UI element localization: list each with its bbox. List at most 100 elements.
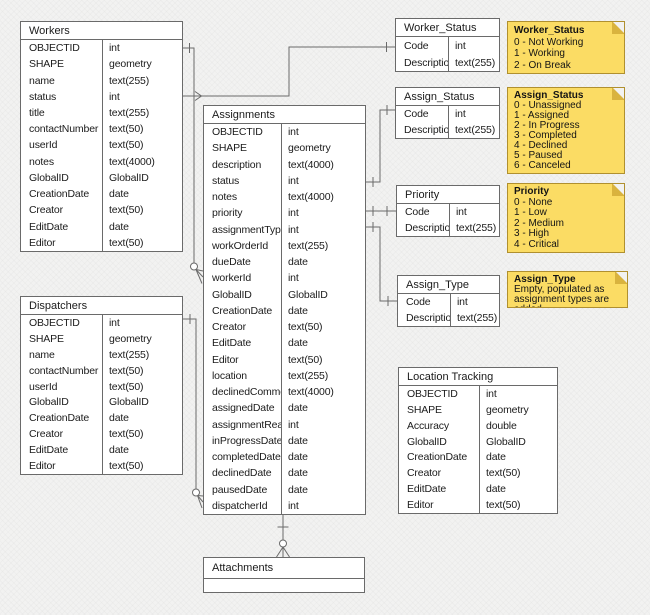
field-type: int	[288, 418, 299, 431]
entity-title-workers: Workers	[29, 24, 70, 37]
sticky-note-assign-status[interactable]: Assign_Status 0 - Unassigned 1 - Assigned 2…	[507, 87, 625, 174]
field-row: OBJECTID int	[204, 124, 365, 140]
connector-assignments-priority-to-priority-code[interactable]	[366, 206, 396, 216]
field-name: assignedDate	[212, 402, 275, 415]
field-row: Editor text(50)	[399, 497, 557, 513]
field-type: text(50)	[288, 321, 323, 334]
field-type: geometry	[109, 58, 152, 71]
field-row: userId text(50)	[21, 379, 182, 395]
field-type: text(255)	[109, 348, 150, 361]
field-type: int	[288, 174, 299, 187]
field-name: title	[29, 106, 45, 119]
connector-line	[183, 319, 196, 489]
entity-table-assign-status[interactable]: Assign_Status Code int Description text(255)	[395, 87, 500, 139]
field-name: pausedDate	[212, 483, 268, 496]
field-name: Accuracy	[407, 419, 449, 432]
field-name: notes	[212, 191, 237, 204]
field-row: priority int	[204, 205, 365, 221]
field-row: Editor text(50)	[204, 352, 365, 368]
field-name: Creator	[29, 428, 63, 441]
note-line: 1 - Low	[514, 207, 547, 218]
field-row: Editor text(50)	[21, 458, 182, 474]
field-type: text(255)	[456, 222, 497, 234]
field-name: GlobalID	[29, 396, 69, 409]
field-row: pausedDate date	[204, 482, 365, 498]
field-type: date	[486, 451, 506, 464]
field-row: declinedDate date	[204, 465, 365, 481]
field-type: int	[288, 499, 299, 512]
field-row: CreationDate date	[21, 410, 182, 426]
entity-table-assign-type[interactable]: Assign_Type Code int Description text(255)	[397, 275, 500, 327]
field-row: assignmentType int	[204, 222, 365, 238]
field-type: date	[288, 337, 308, 350]
field-row: Creator text(50)	[399, 465, 557, 481]
field-name: Editor	[29, 236, 56, 249]
folded-corner-icon	[615, 272, 627, 284]
sticky-note-worker-status[interactable]: Worker_Status 0 - Not Working 1 - Working 2…	[507, 21, 625, 74]
field-name: Code	[406, 296, 431, 308]
field-row: notes text(4000)	[21, 154, 182, 170]
sticky-note-assign-type[interactable]: Assign_Type Empty, populated as assignment…	[507, 271, 628, 308]
field-name: GlobalID	[212, 288, 252, 301]
entity-table-priority[interactable]: Priority Code int Description text(255)	[396, 185, 500, 237]
field-name: CreationDate	[29, 412, 90, 425]
field-type: int	[109, 90, 120, 103]
field-row: name text(255)	[21, 347, 182, 363]
entity-title-assignments: Assignments	[212, 108, 275, 121]
connector-assignments-type-to-assign-type-code[interactable]	[366, 222, 397, 306]
field-name: Description	[406, 312, 450, 324]
field-type: int	[288, 223, 299, 236]
field-type: geometry	[486, 403, 529, 416]
field-name: SHAPE	[29, 332, 64, 345]
field-type: int	[288, 126, 299, 139]
entity-table-attachments[interactable]: Attachments	[203, 557, 365, 593]
note-title: Assign_Type	[514, 274, 576, 285]
connector-assignments-status-to-assign-status-code[interactable]	[366, 105, 395, 187]
field-name: OBJECTID	[29, 42, 80, 55]
field-name: declinedComment	[212, 386, 281, 399]
field-type: GlobalID	[486, 435, 526, 448]
field-type: date	[288, 467, 308, 480]
entity-table-workers[interactable]: Workers OBJECTID int SHAPE geometry name text(…	[20, 21, 183, 252]
field-row: OBJECTID int	[21, 40, 182, 56]
note-title: Worker_Status	[514, 25, 585, 36]
entity-table-dispatchers[interactable]: Dispatchers OBJECTID int SHAPE geometry name t…	[20, 296, 183, 475]
entity-table-location-tracking[interactable]: Location Tracking OBJECTID int SHAPE geometr…	[398, 367, 558, 514]
field-name: Code	[404, 39, 429, 52]
field-type: text(50)	[486, 499, 521, 512]
field-name: workerId	[212, 272, 252, 285]
field-row	[204, 579, 364, 592]
connector-line	[183, 48, 194, 263]
entity-title-assign-status: Assign_Status	[404, 90, 475, 103]
field-row: CreationDate date	[399, 450, 557, 466]
field-type: date	[109, 412, 129, 425]
connector-assignments-to-attachments[interactable]	[277, 515, 290, 557]
field-name: Editor	[212, 353, 239, 366]
sticky-note-priority[interactable]: Priority 0 - None 1 - Low 2 - Medium 3 - Hig…	[507, 183, 625, 253]
cardinality-zero-circle-icon	[280, 540, 287, 547]
field-row: name text(255)	[21, 72, 182, 88]
field-name: CreationDate	[29, 188, 90, 201]
field-name: contactNumber	[29, 364, 99, 377]
crows-foot-icon	[196, 270, 203, 278]
connector-dispatchers-objectid-to-assignments-dispatcherid[interactable]	[183, 314, 203, 508]
field-name: Code	[405, 206, 430, 218]
field-row: Code int	[396, 37, 499, 54]
field-name: CreationDate	[407, 451, 468, 464]
field-row: OBJECTID int	[399, 386, 557, 402]
field-row: assignmentRead int	[204, 417, 365, 433]
entity-table-assignments[interactable]: Assignments OBJECTID int SHAPE geometry descr…	[203, 105, 366, 515]
connector-line	[366, 227, 397, 301]
note-line: 5 - Paused	[514, 150, 563, 161]
field-name: userId	[29, 380, 58, 393]
folded-corner-icon	[612, 22, 624, 34]
entity-table-worker-status[interactable]: Worker_Status Code int Description text(255)	[395, 18, 500, 72]
field-type: int	[456, 206, 467, 218]
field-name: SHAPE	[29, 58, 64, 71]
field-type: int	[288, 272, 299, 285]
field-type: date	[288, 304, 308, 317]
connector-workers-objectid-to-assignments-workerid[interactable]	[183, 43, 203, 284]
field-row: assignedDate date	[204, 400, 365, 416]
connector-workers-status-to-worker-status-code[interactable]	[183, 42, 395, 101]
